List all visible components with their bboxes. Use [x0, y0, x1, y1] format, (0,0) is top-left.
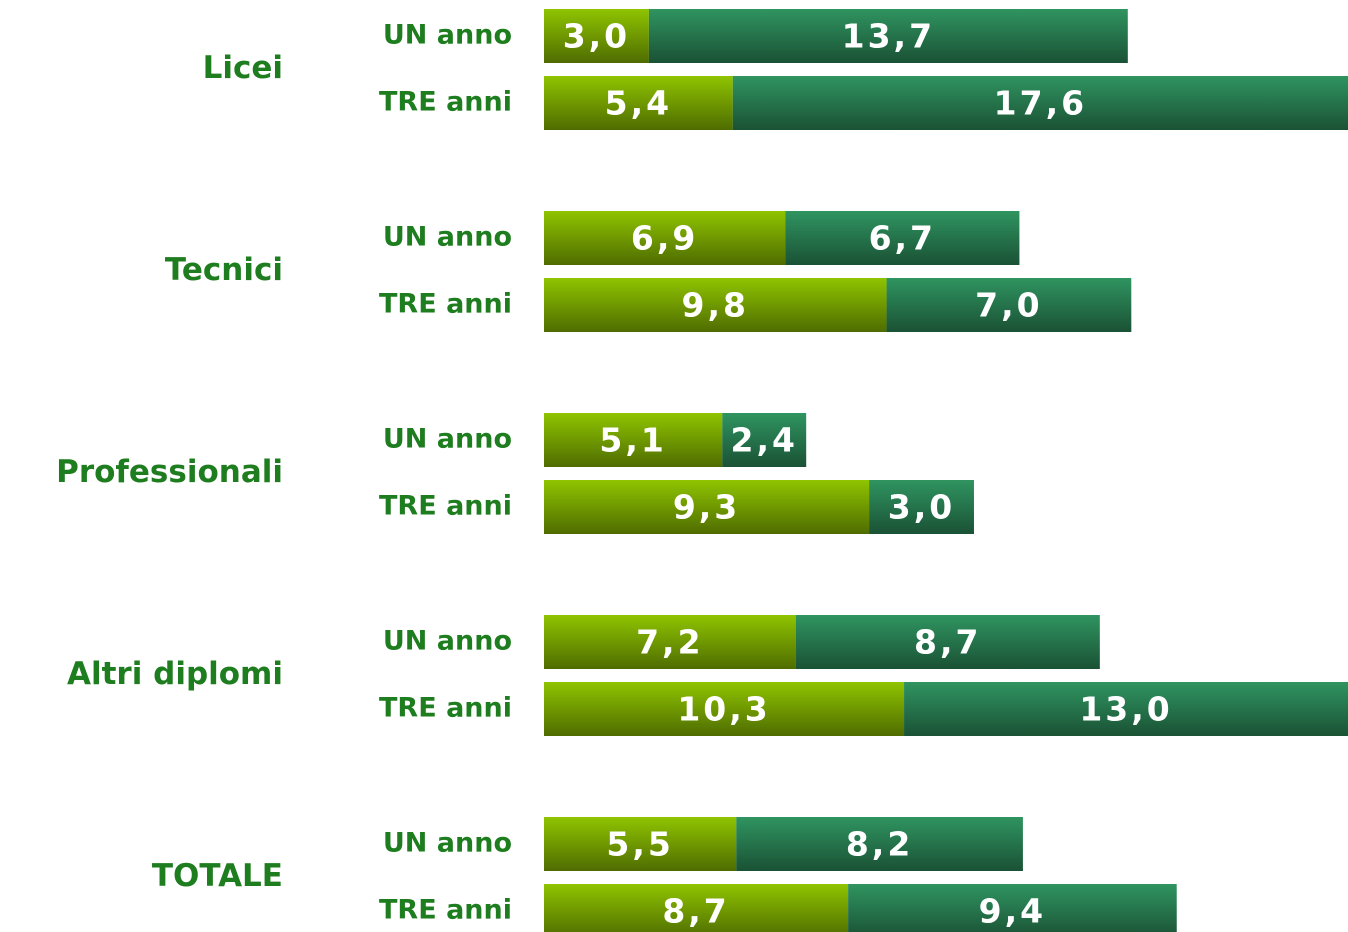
bar-shade — [648, 9, 1128, 63]
value-label: 17,6 — [994, 84, 1087, 123]
bar-shade — [848, 884, 1177, 932]
row-label: UN anno — [383, 222, 512, 253]
row-label: UN anno — [383, 828, 512, 859]
group-label: Professionali — [56, 454, 283, 490]
value-label: 9,3 — [673, 488, 740, 527]
bar-shade — [785, 211, 1020, 265]
row-label: TRE anni — [379, 693, 512, 724]
row-label: UN anno — [383, 626, 512, 657]
bar-shade — [544, 413, 723, 467]
bar-shade — [886, 278, 1132, 332]
bar-shade — [544, 817, 737, 871]
bar-shade — [869, 480, 974, 534]
row-label: UN anno — [383, 20, 512, 51]
bar-shade — [544, 682, 905, 736]
bar-shade — [904, 682, 1348, 736]
bar-shade — [544, 278, 887, 332]
bar-shade — [544, 884, 849, 932]
value-label: 5,5 — [606, 825, 673, 864]
bar-shade — [544, 76, 733, 130]
group-label: Altri diplomi — [67, 656, 283, 692]
value-label: 6,9 — [631, 219, 698, 258]
group-label: Tecnici — [165, 252, 283, 288]
bar-shade — [544, 211, 786, 265]
value-label: 13,0 — [1079, 690, 1172, 729]
value-label: 8,2 — [846, 825, 913, 864]
value-label: 3,0 — [563, 17, 630, 56]
value-label: 9,8 — [682, 286, 749, 325]
value-label: 3,0 — [888, 488, 955, 527]
group-label: Licei — [203, 50, 283, 86]
row-label: TRE anni — [379, 289, 512, 320]
value-label: 7,2 — [636, 623, 703, 662]
bar-shade — [544, 9, 649, 63]
value-label: 8,7 — [662, 892, 729, 931]
row-label: TRE anni — [379, 87, 512, 118]
value-label: 13,7 — [842, 17, 935, 56]
value-label: 7,0 — [975, 286, 1042, 325]
bar-shade — [544, 615, 796, 669]
bar-shade — [722, 413, 807, 467]
value-label: 9,4 — [979, 892, 1046, 931]
bar-shade — [736, 817, 1023, 871]
row-label: TRE anni — [379, 491, 512, 522]
row-label: UN anno — [383, 424, 512, 455]
bar-shade — [795, 615, 1100, 669]
bar-shade — [544, 480, 870, 534]
value-label: 10,3 — [677, 690, 770, 729]
value-label: 6,7 — [869, 219, 936, 258]
row-label: TRE anni — [379, 895, 512, 926]
group-label: TOTALE — [152, 858, 283, 894]
value-label: 8,7 — [914, 623, 981, 662]
value-label: 2,4 — [730, 421, 797, 460]
value-label: 5,4 — [605, 84, 672, 123]
bar-shade — [732, 76, 1348, 130]
value-label: 5,1 — [599, 421, 666, 460]
